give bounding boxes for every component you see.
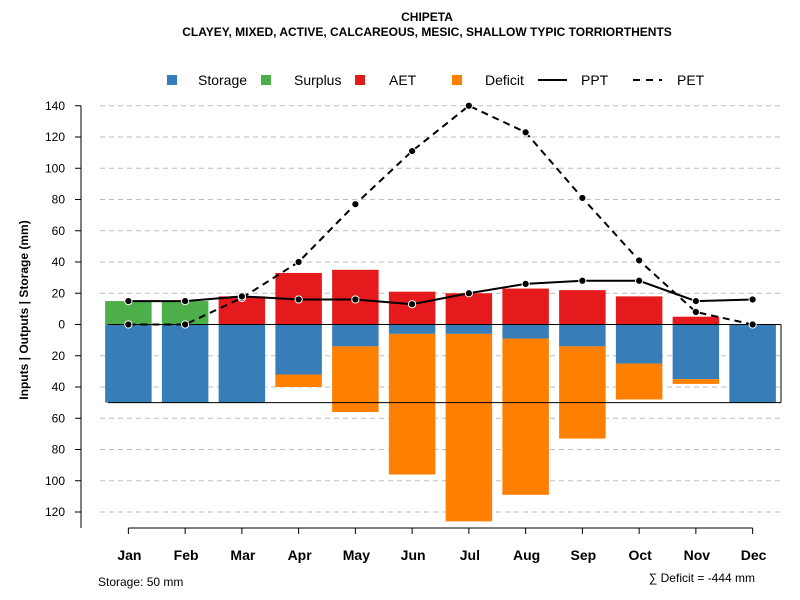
x-tick-label-jul: Jul xyxy=(460,547,480,563)
bar-deficit-sep xyxy=(559,346,606,439)
pet-point-apr xyxy=(294,257,303,267)
y-tick-label: 20 xyxy=(52,286,66,300)
bar-storage-oct xyxy=(615,324,663,364)
axes: 140 120 100 80 60 40 20 0 20 40 60 80 100 120 Jan Feb Ma… xyxy=(45,99,767,563)
bar-deficit-jun xyxy=(388,333,436,475)
bar-deficit-apr xyxy=(275,374,322,387)
y-tick-label: 140 xyxy=(45,99,65,113)
bar-storage-dec xyxy=(729,324,776,403)
pet-point-may xyxy=(351,200,360,209)
x-tick-label-mar: Mar xyxy=(230,547,255,563)
bar-storage-sep xyxy=(559,324,606,347)
pet-point-jul xyxy=(464,101,473,110)
legend-label-deficit: Deficit xyxy=(485,72,524,88)
bar-storage-may xyxy=(332,324,379,347)
bar-aet-sep xyxy=(559,290,606,325)
x-tick-label-apr: Apr xyxy=(288,547,313,563)
ppt-point-nov xyxy=(691,296,700,306)
pet-point-sep xyxy=(578,193,587,203)
bar-storage-feb xyxy=(161,324,209,403)
chart-title: CHIPETA xyxy=(401,10,453,24)
x-tick-label-oct: Oct xyxy=(628,547,652,563)
pet-point-aug xyxy=(521,128,530,137)
y-tick-label: 0 xyxy=(58,318,65,332)
ppt-point-mar xyxy=(237,292,246,301)
bar-aet-aug xyxy=(502,288,549,325)
bar-deficit-jul xyxy=(445,333,493,522)
y-tick-label: 40 xyxy=(52,255,66,269)
y-tick-label: 120 xyxy=(45,505,65,519)
x-tick-label-may: May xyxy=(343,547,370,563)
bar-deficit-aug xyxy=(502,338,549,495)
legend: Storage Surplus AET Deficit PPT PET xyxy=(167,72,705,88)
legend-label-aet: AET xyxy=(389,72,417,88)
y-tick-label: 80 xyxy=(52,193,66,207)
y-tick-label: 100 xyxy=(45,474,65,488)
bar-storage-mar xyxy=(218,324,266,403)
bar-deficit-may xyxy=(332,346,379,412)
bar-aet-nov xyxy=(672,316,720,325)
y-tick-label: 120 xyxy=(45,130,65,144)
pet-line xyxy=(128,104,753,326)
legend-label-pet: PET xyxy=(677,72,705,88)
x-tick-label-aug: Aug xyxy=(513,547,540,563)
bar-storage-apr xyxy=(275,324,322,375)
legend-swatch-deficit xyxy=(452,75,462,85)
y-tick-label: 20 xyxy=(52,349,66,363)
x-tick-label-feb: Feb xyxy=(174,547,199,563)
legend-label-ppt: PPT xyxy=(581,72,609,88)
bar-storage-nov xyxy=(672,324,720,380)
ppt-point-jun xyxy=(408,300,417,309)
ppt-point-oct xyxy=(635,276,644,285)
bar-storage-jul xyxy=(445,324,493,334)
pet-point-jun xyxy=(408,146,417,156)
bar-storage-aug xyxy=(502,324,549,339)
y-axis-label: Inputs | Outputs | Storage (mm) xyxy=(17,220,31,399)
ppt-point-dec xyxy=(748,295,757,304)
ppt-point-jan xyxy=(124,296,133,306)
y-tick-label: 80 xyxy=(52,443,66,457)
pet-point-feb xyxy=(181,320,190,329)
bar-deficit-oct xyxy=(615,363,663,400)
deficit-annotation: ∑ Deficit = -444 mm xyxy=(649,571,755,585)
storage-annotation: Storage: 50 mm xyxy=(98,575,183,589)
ppt-point-may xyxy=(351,295,360,304)
bar-aet-jul xyxy=(445,293,493,325)
ppt-point-feb xyxy=(181,296,190,306)
bar-aet-oct xyxy=(615,296,663,325)
bar-storage-jun xyxy=(388,324,436,334)
x-tick-label-jan: Jan xyxy=(117,547,141,563)
chart-subtitle: CLAYEY, MIXED, ACTIVE, CALCAREOUS, MESIC… xyxy=(182,25,672,39)
y-tick-label: 60 xyxy=(52,411,66,425)
y-tick-label: 60 xyxy=(52,224,66,238)
legend-label-storage: Storage xyxy=(198,72,247,88)
series-lines xyxy=(124,101,757,329)
bar-deficit-nov xyxy=(672,379,720,384)
x-tick-label-jun: Jun xyxy=(401,547,426,563)
ppt-point-sep xyxy=(578,276,587,285)
ppt-point-aug xyxy=(521,279,530,288)
pet-point-nov xyxy=(691,307,700,317)
bar-surplus-feb xyxy=(161,301,209,325)
legend-label-surplus: Surplus xyxy=(294,72,341,88)
x-tick-label-dec: Dec xyxy=(741,547,767,563)
x-tick-label-sep: Sep xyxy=(571,547,597,563)
legend-swatch-surplus xyxy=(261,75,271,85)
legend-swatch-aet xyxy=(355,75,365,85)
bar-storage-jan xyxy=(105,324,152,403)
y-tick-label: 40 xyxy=(52,380,66,394)
ppt-line xyxy=(128,279,753,306)
pet-point-jan xyxy=(124,320,133,329)
pet-point-dec xyxy=(748,320,757,329)
bars xyxy=(105,269,782,522)
pet-point-oct xyxy=(635,256,644,265)
bar-surplus-jan xyxy=(105,301,152,325)
gridlines xyxy=(100,105,781,513)
ppt-point-jul xyxy=(464,289,473,298)
y-tick-label: 100 xyxy=(45,161,65,175)
legend-swatch-storage xyxy=(167,75,177,85)
x-tick-label-nov: Nov xyxy=(684,547,711,563)
ppt-point-apr xyxy=(294,295,303,304)
